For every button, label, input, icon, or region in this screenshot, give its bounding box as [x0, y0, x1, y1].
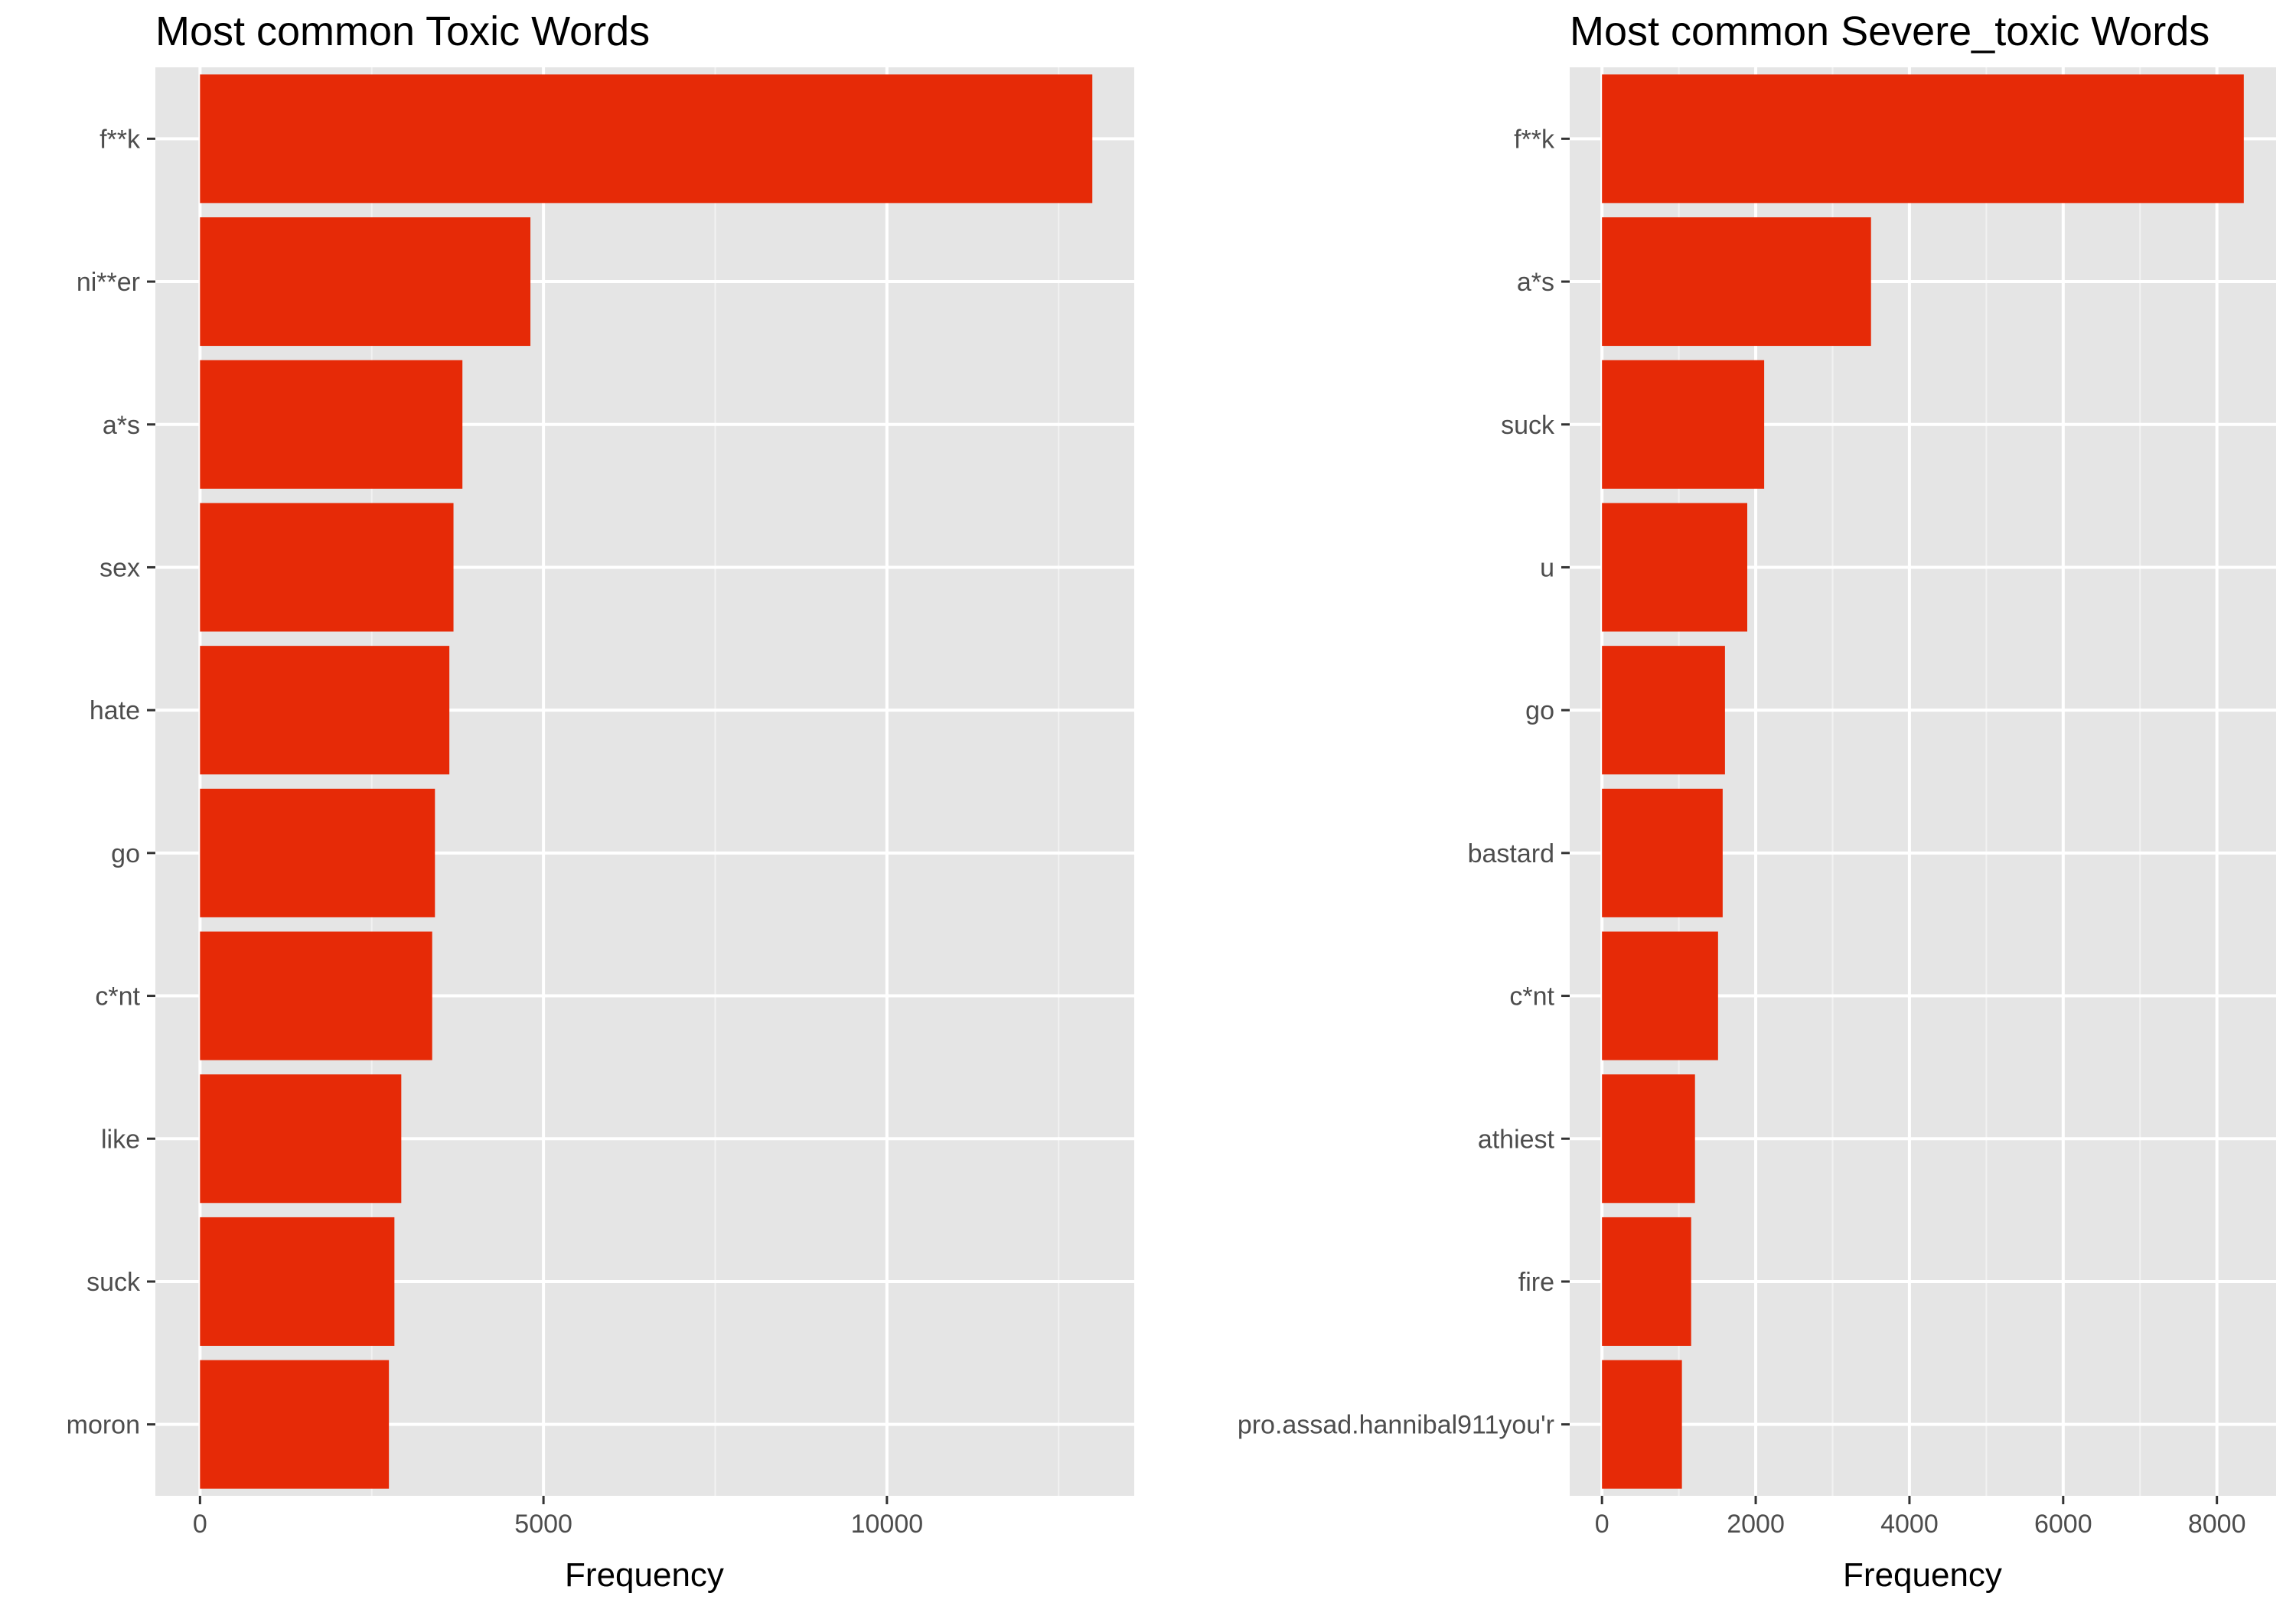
- y-tick-label: suck: [86, 1268, 141, 1297]
- y-tick-label: moron: [67, 1411, 140, 1440]
- y-axis: f**k ni**er a*s sex hate go c*nt like suck moron: [67, 125, 155, 1440]
- y-tick-label: pro.assad.hannibal911you'r: [1238, 1411, 1554, 1440]
- y-tick-label: ni**er: [77, 268, 140, 297]
- x-tick-label: 0: [1595, 1510, 1609, 1539]
- y-tick-label: a*s: [1517, 268, 1554, 297]
- y-tick-label: athiest: [1478, 1125, 1555, 1154]
- bar: [200, 788, 435, 917]
- y-tick-label: c*nt: [95, 982, 140, 1011]
- bar-layer: [200, 74, 1093, 1489]
- y-tick-label: c*nt: [1509, 982, 1554, 1011]
- severe-toxic-words-chart: Most common Severe_toxic Words f**k a*s su…: [1238, 8, 2276, 1594]
- y-tick-label: a*s: [103, 411, 140, 440]
- bar: [1602, 1217, 1691, 1346]
- x-tick-label: 8000: [2188, 1510, 2246, 1539]
- y-tick-label: go: [111, 839, 140, 868]
- bar: [1602, 1360, 1682, 1489]
- x-axis: 0 5000 10000: [193, 1496, 923, 1539]
- x-tick-label: 10000: [851, 1510, 924, 1539]
- x-tick-label: 5000: [514, 1510, 572, 1539]
- bar: [1602, 1074, 1695, 1204]
- y-tick-label: bastard: [1468, 839, 1554, 868]
- bar: [1602, 74, 2244, 204]
- bar-layer: [1602, 74, 2244, 1489]
- y-axis: f**k a*s suck u go bastard c*nt athiest fire pro.…: [1238, 125, 1570, 1440]
- bar: [200, 646, 450, 775]
- bar: [200, 931, 432, 1060]
- bar: [200, 217, 531, 347]
- chart-title: Most common Severe_toxic Words: [1570, 8, 2210, 54]
- bar: [200, 74, 1093, 204]
- bar: [1602, 360, 1765, 489]
- y-tick-label: go: [1525, 696, 1554, 725]
- y-tick-label: u: [1540, 553, 1554, 582]
- x-tick-label: 2000: [1727, 1510, 1785, 1539]
- y-tick-label: hate: [90, 696, 140, 725]
- x-tick-label: 0: [193, 1510, 207, 1539]
- bar: [1602, 788, 1723, 917]
- toxic-words-chart: Most common Toxic Words f**k ni**er a*s sex…: [67, 8, 1134, 1594]
- y-tick-label: f**k: [99, 125, 141, 154]
- bar: [200, 1360, 390, 1489]
- bar: [1602, 931, 1718, 1060]
- bar: [1602, 646, 1725, 775]
- bar: [200, 360, 463, 489]
- bar: [200, 1074, 402, 1204]
- x-axis: 0 2000 4000 6000 8000: [1595, 1496, 2246, 1539]
- y-tick-label: suck: [1501, 411, 1555, 440]
- x-axis-title: Frequency: [565, 1556, 724, 1594]
- bar: [200, 1217, 395, 1346]
- bar: [1602, 503, 1748, 632]
- y-tick-label: sex: [99, 553, 140, 582]
- y-tick-label: fire: [1518, 1268, 1554, 1297]
- x-axis-title: Frequency: [1843, 1556, 2002, 1594]
- y-tick-label: f**k: [1514, 125, 1555, 154]
- x-tick-label: 4000: [1880, 1510, 1939, 1539]
- chart-title: Most common Toxic Words: [155, 8, 650, 54]
- bar: [200, 503, 454, 632]
- bar: [1602, 217, 1871, 347]
- y-tick-label: like: [101, 1125, 140, 1154]
- x-tick-label: 6000: [2034, 1510, 2092, 1539]
